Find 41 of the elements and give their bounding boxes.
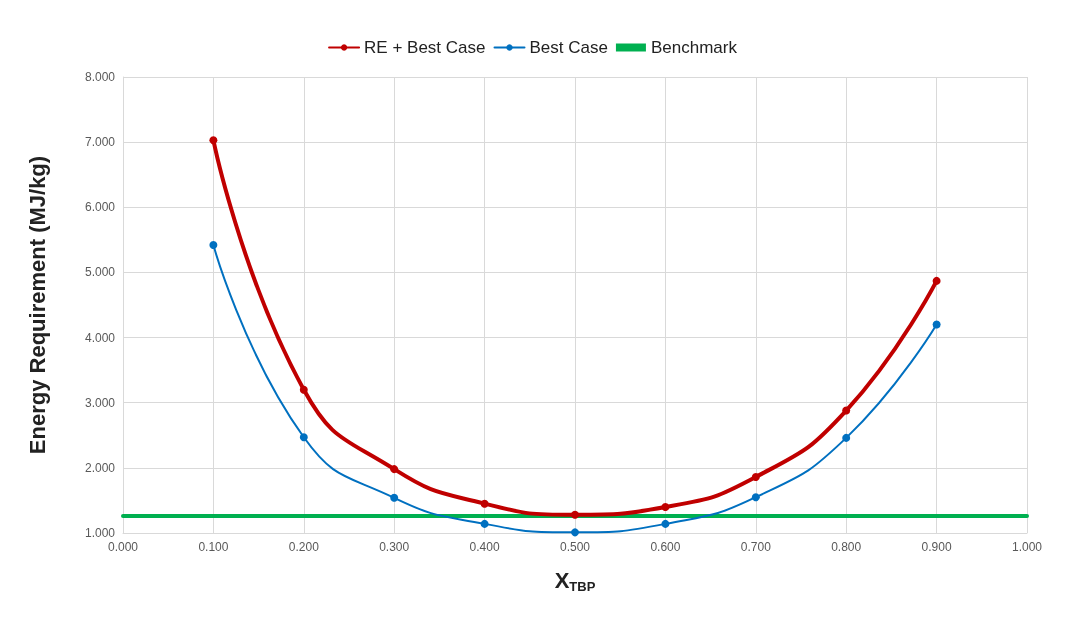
point [932, 320, 941, 329]
point [299, 433, 308, 442]
point [209, 136, 218, 145]
point [751, 472, 760, 481]
point [661, 502, 670, 511]
y-tick-label: 7.000 [84, 135, 116, 150]
x-tick-label: 0.300 [379, 540, 410, 554]
y-tick-label: 8.000 [84, 70, 116, 84]
x-tick-label: 0.900 [921, 540, 952, 554]
x-tick-label: 0.400 [469, 540, 500, 554]
x-tick-label: 0.000 [107, 540, 139, 554]
x-tick-label: 0.600 [650, 540, 681, 554]
y-tick-label: 2.000 [84, 460, 116, 475]
point [209, 241, 218, 250]
point [751, 493, 760, 502]
x-tick-label: 0.100 [198, 540, 229, 554]
y-tick-label: 6.000 [84, 200, 116, 215]
y-tick-label: 5.000 [84, 265, 116, 280]
y-tick-label: 4.000 [84, 330, 116, 345]
x-tick-label: 1.000 [1011, 540, 1043, 554]
point [390, 493, 399, 502]
point [932, 276, 941, 285]
legend-label: Best Case [529, 38, 608, 57]
point [299, 385, 308, 394]
point [661, 519, 670, 528]
point [480, 519, 489, 528]
legend-label: Benchmark [650, 38, 738, 57]
x-tick-label: 0.200 [288, 540, 320, 554]
y-tick-label: 1.000 [84, 526, 116, 540]
point [480, 499, 489, 508]
x-tick-label: 0.700 [740, 540, 772, 554]
legend-label: RE + Best Case [364, 38, 486, 57]
x-tick-label: 0.800 [831, 540, 862, 554]
point [571, 528, 579, 537]
y-tick-label: 3.000 [84, 395, 116, 410]
point [842, 433, 851, 442]
x-tick-label: 0.500 [559, 540, 591, 554]
point [571, 510, 579, 519]
y-axis-title: Energy Requirement (MJ/kg) [24, 155, 50, 455]
point [842, 406, 851, 415]
point [390, 465, 399, 474]
